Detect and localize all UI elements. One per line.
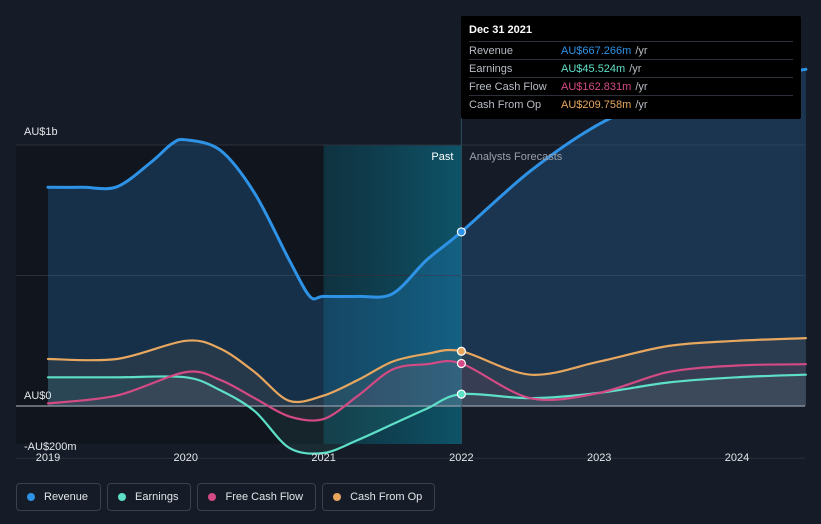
legend-item-revenue[interactable]: Revenue [16, 483, 102, 511]
legend-item-cash-from-op[interactable]: Cash From Op [322, 483, 436, 511]
tooltip-unit: /yr [635, 44, 648, 57]
series-marker-revenue [456, 227, 466, 237]
tooltip-label: Earnings [469, 62, 513, 75]
series-marker-cash-from-op [456, 346, 466, 356]
series-line-cash-from-op [46, 337, 807, 404]
series-area-earnings [48, 374, 806, 454]
tooltip-row-revenue: Revenue AU$667.266m /yr [469, 41, 793, 59]
x-tick-label: 2023 [587, 452, 611, 464]
x-tick-label: 2022 [449, 452, 473, 464]
series-marker-free-cash-flow [456, 358, 466, 369]
tooltip-value: AU$162.831m [561, 80, 632, 93]
legend-label: Revenue [44, 491, 89, 503]
legend-dot-icon [118, 493, 127, 501]
tooltip-unit: /yr [635, 98, 648, 111]
y-tick-label: -AU$200m [24, 441, 77, 453]
series-marker-earnings [456, 389, 466, 399]
y-tick-label: AU$1b [24, 126, 58, 138]
series-line-earnings [46, 373, 807, 455]
series-line-revenue [46, 67, 808, 301]
tooltip: Dec 31 2021 Revenue AU$667.266m /yr Earn… [461, 16, 801, 119]
legend-dot-icon [208, 493, 217, 501]
series-area-revenue [48, 69, 806, 407]
tooltip-label: Cash From Op [469, 98, 542, 111]
y-tick-label: AU$0 [24, 390, 52, 402]
tooltip-date: Dec 31 2021 [469, 24, 532, 36]
legend-label: Free Cash Flow [225, 491, 304, 503]
period-label-forecast: Analysts Forecasts [469, 151, 562, 163]
tooltip-value: AU$667.266m [561, 44, 632, 57]
series-line-free-cash-flow [46, 360, 807, 422]
tooltip-unit: /yr [629, 62, 642, 75]
legend-label: Earnings [135, 491, 179, 503]
x-tick-label: 2024 [725, 452, 749, 464]
legend-dot-icon [27, 493, 35, 501]
legend-item-earnings[interactable]: Earnings [107, 483, 192, 511]
x-tick-label: 2021 [311, 452, 335, 464]
x-tick-label: 2019 [36, 452, 60, 464]
tooltip-unit: /yr [635, 80, 648, 93]
legend-label: Cash From Op [350, 491, 423, 503]
legend-dot-icon [333, 493, 342, 501]
tooltip-value: AU$45.524m [561, 62, 626, 75]
tooltip-label: Revenue [469, 44, 514, 57]
tooltip-row-free-cash-flow: Free Cash Flow AU$162.831m /yr [469, 77, 793, 95]
tooltip-value: AU$209.758m [561, 98, 632, 111]
period-label-past: Past [431, 151, 453, 163]
series-area-free-cash-flow [48, 361, 806, 421]
x-tick-label: 2020 [174, 452, 198, 464]
legend-item-free-cash-flow[interactable]: Free Cash Flow [197, 483, 317, 511]
tooltip-row-earnings: Earnings AU$45.524m /yr [469, 59, 793, 77]
tooltip-row-cash-from-op: Cash From Op AU$209.758m /yr [469, 95, 793, 113]
tooltip-label: Free Cash Flow [469, 80, 547, 93]
legend: Revenue Earnings Free Cash Flow Cash Fro… [16, 483, 436, 511]
